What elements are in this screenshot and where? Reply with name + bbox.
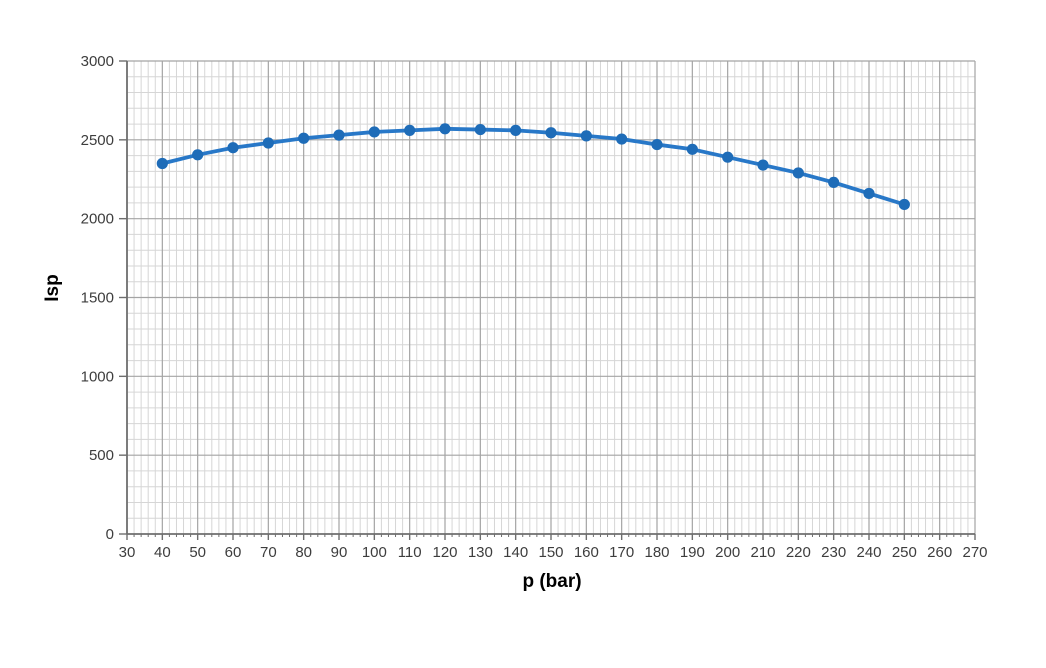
- data-point: [651, 138, 663, 151]
- data-point: [686, 143, 698, 155]
- data-point: [510, 124, 522, 136]
- data-point: [298, 132, 310, 144]
- data-point: [757, 159, 769, 171]
- data-point: [580, 130, 592, 142]
- x-tick-label: 180: [644, 544, 669, 561]
- data-point: [439, 123, 451, 135]
- data-point: [227, 142, 239, 154]
- data-point: [156, 157, 168, 170]
- x-tick-label: 160: [574, 544, 599, 561]
- data-point: [792, 167, 804, 179]
- x-tick-label: 50: [189, 544, 206, 561]
- x-tick-label: 270: [962, 544, 987, 561]
- x-tick-label: 150: [538, 544, 563, 561]
- data-point: [404, 124, 416, 136]
- x-tick-label: 30: [119, 544, 136, 561]
- data-point: [545, 127, 557, 139]
- y-tick-label: 500: [89, 447, 114, 464]
- x-tick-label: 140: [503, 544, 528, 561]
- x-tick-label: 70: [260, 544, 277, 561]
- y-tick-label: 0: [106, 526, 114, 543]
- x-tick-label: 260: [927, 544, 952, 561]
- y-tick-label: 2500: [81, 132, 114, 149]
- data-point: [262, 137, 274, 149]
- data-point: [828, 176, 840, 189]
- data-point: [368, 126, 380, 138]
- data-point: [192, 149, 204, 161]
- y-tick-label: 2000: [81, 211, 114, 228]
- x-tick-label: 200: [715, 544, 740, 561]
- x-tick-label: 250: [892, 544, 917, 561]
- x-tick-label: 60: [225, 544, 242, 561]
- y-tick-label: 1000: [81, 368, 114, 385]
- x-tick-label: 240: [856, 544, 881, 561]
- x-axis-title: p (bar): [522, 571, 582, 592]
- y-axis-title: Isp: [42, 274, 63, 302]
- x-tick-label: 100: [362, 544, 387, 561]
- data-point: [333, 129, 345, 141]
- data-point: [863, 187, 875, 200]
- data-point: [898, 198, 910, 211]
- y-tick-label: 3000: [81, 53, 114, 70]
- x-tick-label: 120: [432, 544, 457, 561]
- data-series-line: [160, 126, 907, 207]
- x-tick-label: 210: [750, 544, 775, 561]
- x-tick-label: 80: [295, 544, 312, 561]
- x-tick-label: 110: [398, 544, 422, 561]
- x-tick-label: 190: [680, 544, 705, 561]
- data-point: [616, 133, 628, 145]
- x-tick-label: 170: [609, 544, 634, 561]
- x-tick-label: 220: [786, 544, 811, 561]
- data-point: [722, 151, 734, 163]
- x-tick-label: 130: [468, 544, 493, 561]
- x-tick-label: 230: [821, 544, 846, 561]
- x-tick-label: 90: [331, 544, 348, 561]
- x-tick-label: 40: [154, 544, 171, 561]
- y-tick-label: 1500: [81, 290, 114, 307]
- data-point: [474, 123, 486, 136]
